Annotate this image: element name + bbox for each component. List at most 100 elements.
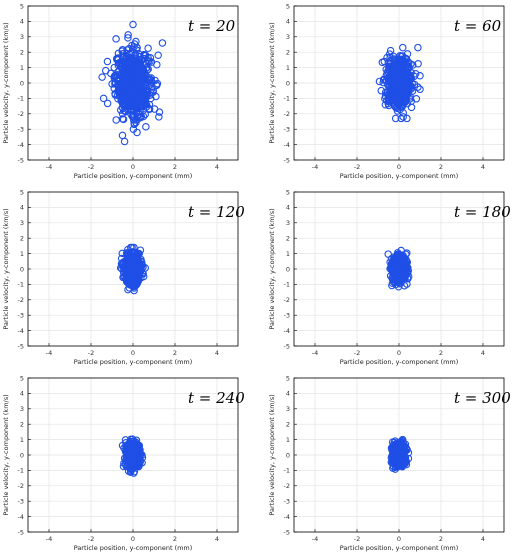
y-tick-label: -5 (284, 528, 290, 536)
y-tick-label: 0 (286, 79, 290, 87)
data-point (144, 44, 152, 52)
plot-frame (27, 377, 239, 533)
x-tick-label: 4 (481, 349, 485, 357)
data-point (389, 66, 398, 75)
data-point (145, 100, 154, 109)
y-tick-label: 5 (286, 188, 290, 196)
x-tick-label: 0 (397, 535, 401, 543)
y-tick-label: -2 (284, 296, 290, 304)
y-tick-label: 5 (286, 2, 290, 10)
data-point (375, 77, 384, 86)
x-tick-label: 4 (215, 535, 219, 543)
data-point (393, 249, 402, 257)
data-point (119, 99, 127, 108)
y-tick-label: 3 (286, 405, 290, 413)
data-point (117, 88, 125, 97)
data-point (124, 31, 132, 39)
y-tick-label: -4 (18, 327, 24, 335)
data-point (149, 88, 157, 96)
data-point (400, 448, 408, 457)
y-tick-label: -2 (284, 110, 290, 118)
x-tick-label: 2 (173, 163, 177, 171)
y-tick-label: 4 (20, 390, 24, 398)
data-point (127, 435, 135, 444)
y-tick-label: 0 (20, 79, 24, 87)
x-tick-label: -4 (312, 163, 318, 171)
y-tick-label: -4 (18, 141, 24, 149)
data-point (386, 46, 395, 55)
y-tick-label: 2 (286, 421, 290, 429)
data-point (136, 113, 145, 122)
data-point (117, 62, 125, 71)
x-tick-label: 2 (439, 163, 443, 171)
y-tick-label: -1 (18, 95, 24, 103)
x-tick-label: -4 (312, 349, 318, 357)
y-tick-label: -2 (284, 482, 290, 490)
data-points (384, 246, 413, 291)
data-point (133, 263, 142, 271)
data-point (125, 44, 133, 53)
data-point (386, 53, 394, 62)
y-tick-label: -1 (18, 467, 24, 475)
data-point (131, 70, 140, 79)
x-tick-label: 0 (397, 163, 401, 171)
data-point (101, 66, 110, 75)
scatter-chart-4: -4 -2 0 2 4 -5 -4 -3 -2 -1 0 1 2 3 4 5 Particle position… (268, 188, 511, 366)
scatter-chart-2: -4 -2 0 2 4 -5 -4 -3 -2 -1 0 1 2 3 4 5 Particle position… (268, 2, 505, 180)
data-point (132, 63, 141, 72)
y-tick-label: -2 (18, 296, 24, 304)
x-axis-label: Particle position, y-component (mm) (340, 544, 459, 552)
data-point (391, 114, 400, 123)
data-point (394, 65, 403, 74)
data-point (113, 55, 122, 63)
data-point (414, 83, 422, 91)
data-point (158, 39, 167, 47)
y-tick-label: 4 (286, 18, 290, 26)
data-point (390, 438, 398, 447)
y-tick-label: 2 (286, 49, 290, 57)
data-point (402, 55, 411, 63)
y-tick-label: 1 (286, 250, 290, 258)
x-tick-label: -2 (354, 163, 360, 171)
x-tick-label: 0 (397, 349, 401, 357)
data-point (388, 281, 396, 290)
data-point (416, 72, 424, 80)
x-axis-label: Particle position, y-component (mm) (340, 358, 459, 366)
data-point (148, 82, 156, 91)
data-point (153, 60, 161, 69)
data-points (118, 435, 147, 477)
y-tick-label: -3 (284, 498, 290, 506)
y-tick-label: -5 (18, 528, 24, 536)
x-tick-label: 2 (173, 535, 177, 543)
x-tick-label: -4 (46, 349, 52, 357)
y-tick-label: -5 (18, 156, 24, 164)
data-point (155, 113, 163, 121)
data-point (140, 51, 148, 60)
x-tick-label: -2 (354, 535, 360, 543)
scatter-chart-3: -4 -2 0 2 4 -5 -4 -3 -2 -1 0 1 2 3 4 5 Particle position… (2, 188, 245, 366)
data-point (133, 112, 141, 121)
data-point (154, 51, 162, 60)
data-point (99, 94, 108, 103)
data-point (394, 94, 402, 103)
data-point (133, 128, 141, 137)
x-tick-label: 4 (481, 535, 485, 543)
scatter-chart-6: -4 -2 0 2 4 -5 -4 -3 -2 -1 0 1 2 3 4 5 Particle position… (268, 374, 511, 552)
data-point (103, 99, 112, 108)
data-point (393, 98, 402, 107)
y-tick-label: 2 (20, 49, 24, 57)
x-tick-label: -4 (46, 535, 52, 543)
data-point (127, 63, 136, 72)
data-point (112, 116, 120, 124)
y-tick-label: 1 (20, 64, 24, 72)
y-tick-label: 4 (20, 18, 24, 26)
x-tick-label: 0 (131, 349, 135, 357)
data-points (98, 20, 167, 146)
data-point (411, 70, 420, 78)
data-point (134, 457, 142, 466)
y-tick-label: 3 (286, 33, 290, 41)
y-tick-label: 0 (286, 265, 290, 273)
y-tick-label: -3 (284, 312, 290, 320)
data-point (151, 76, 159, 85)
x-tick-label: 0 (131, 163, 135, 171)
